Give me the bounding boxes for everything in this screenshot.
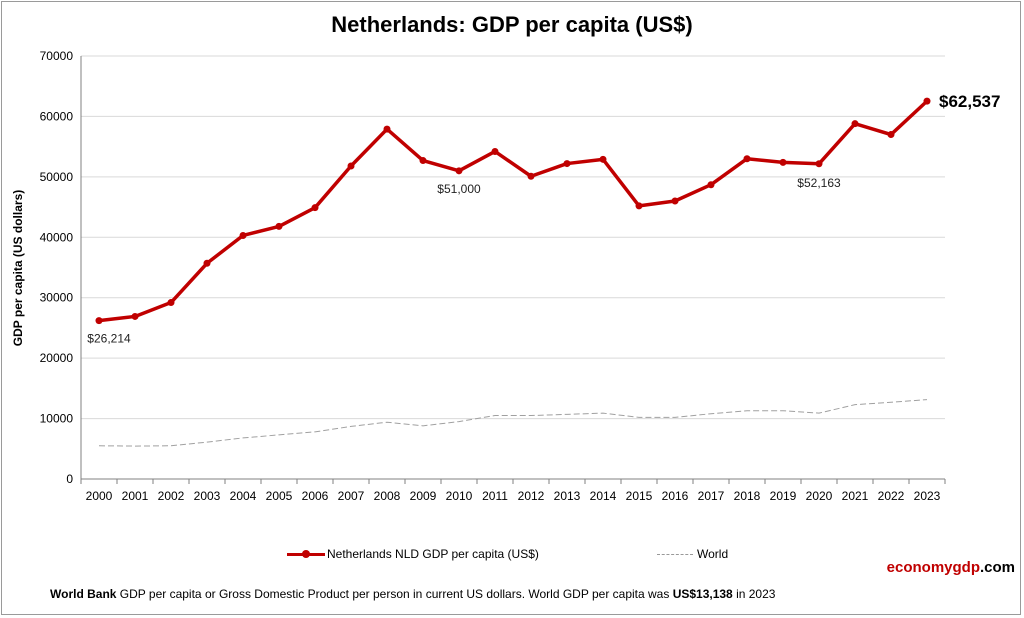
data-point-netherlands (671, 197, 679, 205)
y-tick-label: 0 (66, 472, 73, 486)
data-point-netherlands (743, 155, 751, 163)
series-line-netherlands (98, 99, 929, 323)
y-tick-label: 50000 (40, 170, 74, 184)
x-tick-label: 2014 (590, 489, 617, 503)
x-tick-label: 2020 (806, 489, 833, 503)
y-tick-label: 60000 (40, 109, 74, 123)
data-point-netherlands (923, 97, 931, 105)
data-point-netherlands (95, 317, 103, 325)
data-point-netherlands (599, 155, 607, 163)
x-tick-label: 2005 (266, 489, 293, 503)
x-tick-label: 2017 (698, 489, 725, 503)
series-line-world (98, 399, 928, 447)
legend-label-world: World (697, 547, 729, 561)
x-tick-label: 2009 (410, 489, 437, 503)
brand-logo: economygdp.com (886, 559, 1015, 576)
x-tick-label: 2022 (878, 489, 905, 503)
x-tick-label: 2023 (914, 489, 941, 503)
x-tick-label: 2018 (734, 489, 761, 503)
y-tick-label: 10000 (40, 412, 74, 426)
data-point-netherlands (779, 158, 787, 166)
x-tick-label: 2006 (302, 489, 329, 503)
y-tick-label: 70000 (40, 49, 74, 63)
data-point-netherlands (275, 222, 283, 230)
y-tick-label: 40000 (40, 230, 74, 244)
x-tick-label: 2010 (446, 489, 473, 503)
data-point-netherlands (311, 204, 319, 212)
x-tick-label: 2016 (662, 489, 689, 503)
data-point-netherlands (455, 167, 463, 175)
x-tick-label: 2000 (86, 489, 113, 503)
data-point-netherlands (383, 125, 391, 133)
data-point-netherlands (167, 299, 175, 307)
data-point-netherlands (239, 231, 247, 239)
data-label: $62,537 (939, 92, 1000, 111)
x-tick-label: 2004 (230, 489, 257, 503)
x-tick-label: 2001 (122, 489, 149, 503)
x-tick-label: 2015 (626, 489, 653, 503)
legend-line-marker-icon (287, 548, 325, 560)
footer-world-value: US$13,138 (672, 587, 733, 601)
footer-source: World Bank (50, 587, 117, 601)
footer-text: GDP per capita or Gross Domestic Product… (116, 587, 673, 601)
x-tick-label: 2012 (518, 489, 545, 503)
chart-title: Netherlands: GDP per capita (US$) (331, 12, 693, 37)
footer-note: World Bank GDP per capita or Gross Domes… (50, 587, 775, 601)
legend-dashed-line-icon (657, 548, 695, 560)
data-label: $26,214 (87, 332, 131, 346)
x-tick-label: 2008 (374, 489, 401, 503)
legend-label-netherlands: Netherlands NLD GDP per capita (US$) (327, 547, 539, 561)
x-tick-label: 2019 (770, 489, 797, 503)
data-point-netherlands (347, 162, 355, 170)
y-tick-label: 20000 (40, 351, 74, 365)
y-axis-label: GDP per capita (US dollars) (11, 189, 25, 347)
data-point-netherlands (887, 131, 895, 139)
data-point-netherlands (131, 312, 139, 320)
data-point-netherlands (635, 202, 643, 210)
data-label: $51,000 (437, 182, 481, 196)
data-point-netherlands (815, 160, 823, 168)
legend-item-world: World (657, 547, 728, 561)
legend-item-netherlands: Netherlands NLD GDP per capita (US$) (287, 547, 539, 561)
x-tick-label: 2007 (338, 489, 365, 503)
data-point-netherlands (527, 172, 535, 180)
data-point-netherlands (563, 160, 571, 168)
data-point-netherlands (707, 181, 715, 189)
x-tick-label: 2013 (554, 489, 581, 503)
x-tick-label: 2011 (482, 489, 508, 503)
footer-year: in 2023 (732, 587, 776, 601)
y-tick-label: 30000 (40, 291, 74, 305)
x-tick-label: 2002 (158, 489, 185, 503)
data-point-netherlands (419, 157, 427, 165)
data-point-netherlands (851, 120, 859, 128)
data-point-netherlands (491, 147, 499, 155)
x-tick-label: 2003 (194, 489, 221, 503)
data-label: $52,163 (797, 176, 841, 190)
x-tick-label: 2021 (842, 489, 869, 503)
data-point-netherlands (203, 259, 211, 267)
